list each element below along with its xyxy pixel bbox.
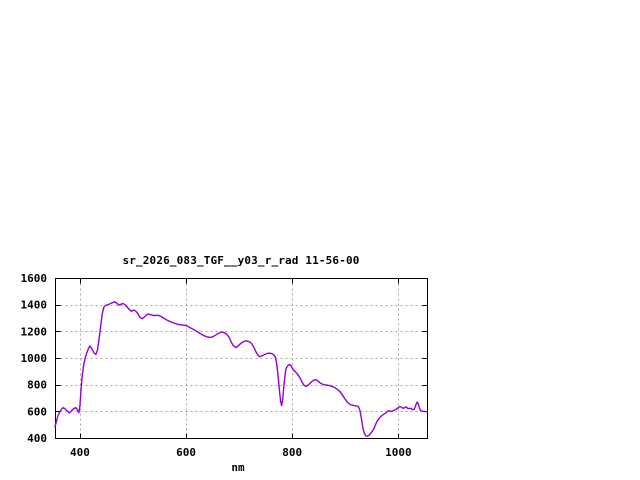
x-tick-label: 1000 — [385, 446, 412, 459]
y-tick-label: 1600 — [21, 272, 48, 285]
x-tick-label: 600 — [176, 446, 196, 459]
radiance-curve — [54, 301, 428, 437]
y-tick-label: 800 — [27, 379, 47, 392]
chart-title: sr_2026_083_TGF__y03_r_rad 11-56-00 — [122, 254, 360, 267]
y-tick-label: 1400 — [21, 299, 48, 312]
y-tick-label: 1000 — [21, 352, 48, 365]
y-tick-label: 1200 — [21, 325, 48, 338]
y-tick-label: 600 — [27, 405, 47, 418]
x-tick-label: 400 — [70, 446, 90, 459]
x-axis-label: nm — [231, 461, 245, 474]
x-tick-label: 800 — [282, 446, 302, 459]
y-tick-label: 400 — [27, 432, 47, 445]
